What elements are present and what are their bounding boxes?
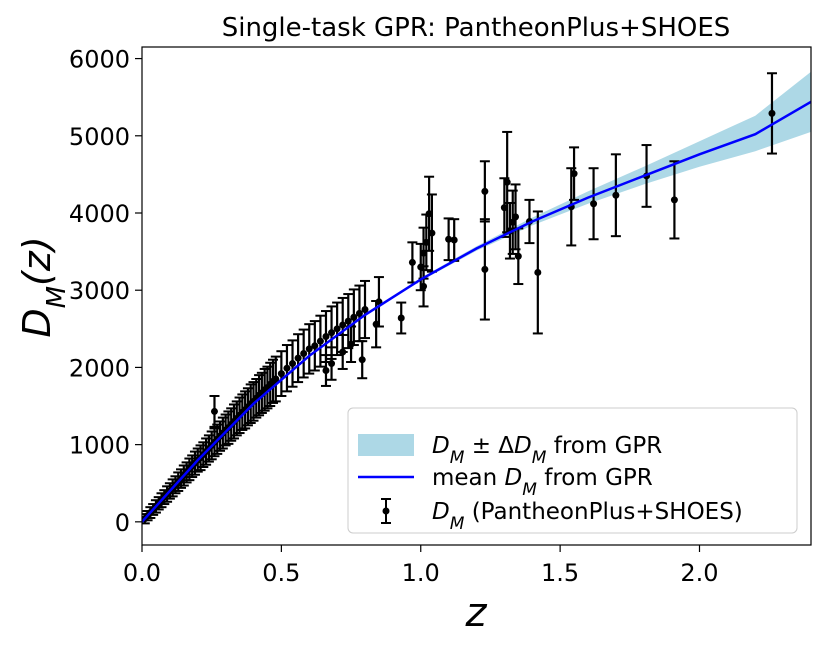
data-point [407,241,418,284]
y-tick-label: 6000 [69,46,130,74]
point-marker [328,360,336,368]
x-tick-label: 0.0 [123,559,161,587]
svg-text:DM(z): DM(z) [15,236,72,337]
point-marker [420,282,428,290]
point-marker [339,348,347,356]
x-tick-label: 0.5 [262,559,300,587]
point-marker [590,200,598,208]
data-point [510,183,521,251]
data-point [237,393,248,431]
data-point [315,314,326,368]
y-axis-label: DM(z) [15,236,72,337]
x-tick-label: 1.0 [402,559,440,587]
data-point [588,167,599,241]
point-marker [428,229,436,237]
data-point [479,160,490,223]
point-marker [570,170,578,178]
data-point [569,146,580,201]
point-marker [294,354,302,362]
data-point [298,328,309,379]
axes: 0.0 0.5 1.0 1.5 2.0 0 1000 2000 3000 4000 5000 6000 [69,46,812,587]
point-marker [347,340,355,348]
point-marker [210,407,218,415]
data-point [320,354,331,387]
point-marker [272,375,280,383]
gpr-mean-line [142,100,811,523]
data-point [270,355,281,403]
point-marker [322,367,330,375]
point-marker [670,196,678,204]
point-marker [514,252,522,260]
y-tick-label: 0 [115,509,130,537]
data-point [669,160,680,240]
point-marker [350,313,358,321]
point-marker [339,321,347,329]
chart-title: Single-task GPR: PantheonPlus+SHOES [222,13,731,43]
data-point [426,193,437,273]
data-point [449,218,460,262]
point-marker [408,258,416,266]
y-tick-label: 5000 [69,123,130,151]
data-point [337,333,348,370]
data-point [479,218,490,321]
data-point [281,344,292,393]
point-marker [450,236,458,244]
data-point [304,323,315,375]
legend-band-swatch [358,434,414,456]
point-marker [355,309,363,317]
point-marker [277,370,285,378]
data-point [357,340,368,380]
point-marker [481,187,489,195]
point-marker [344,317,352,325]
y-tick-label: 4000 [69,200,130,228]
point-marker [358,356,366,364]
point-marker [328,329,336,337]
point-marker [316,337,324,345]
data-point [396,301,407,335]
x-axis-label: z [465,590,488,636]
point-marker [503,178,511,186]
point-marker [481,265,489,273]
point-marker [289,360,297,368]
y-tick-label: 3000 [69,277,130,305]
point-marker [283,364,291,372]
data-point [287,339,298,388]
point-marker [768,109,776,117]
point-marker [612,191,620,199]
point-marker [305,345,313,353]
point-marker [322,333,330,341]
x-tick-label: 2.0 [680,559,718,587]
y-tick-label: 2000 [69,354,130,382]
point-marker [534,268,542,276]
data-point [293,333,304,384]
data-point [332,301,343,357]
data-point [532,210,543,335]
legend-marker [382,507,390,515]
point-marker [311,342,319,350]
x-tick-label: 1.5 [541,559,579,587]
data-point [326,346,337,381]
data-point [343,293,354,350]
point-marker [361,306,369,314]
gpr-band [142,71,811,522]
data-point [766,72,777,155]
data-point [513,227,524,286]
data-point [610,153,621,238]
data-point [354,284,365,343]
y-tick-label: 1000 [69,432,130,460]
point-marker [445,235,453,243]
point-marker [512,213,520,221]
legend-box [347,407,798,534]
point-marker [397,314,405,322]
data-point [360,279,370,340]
data-point [309,320,320,372]
point-marker [300,350,308,358]
plot-area [142,71,811,525]
data-point [276,350,287,397]
point-marker [333,325,341,333]
plot-frame [141,46,812,546]
